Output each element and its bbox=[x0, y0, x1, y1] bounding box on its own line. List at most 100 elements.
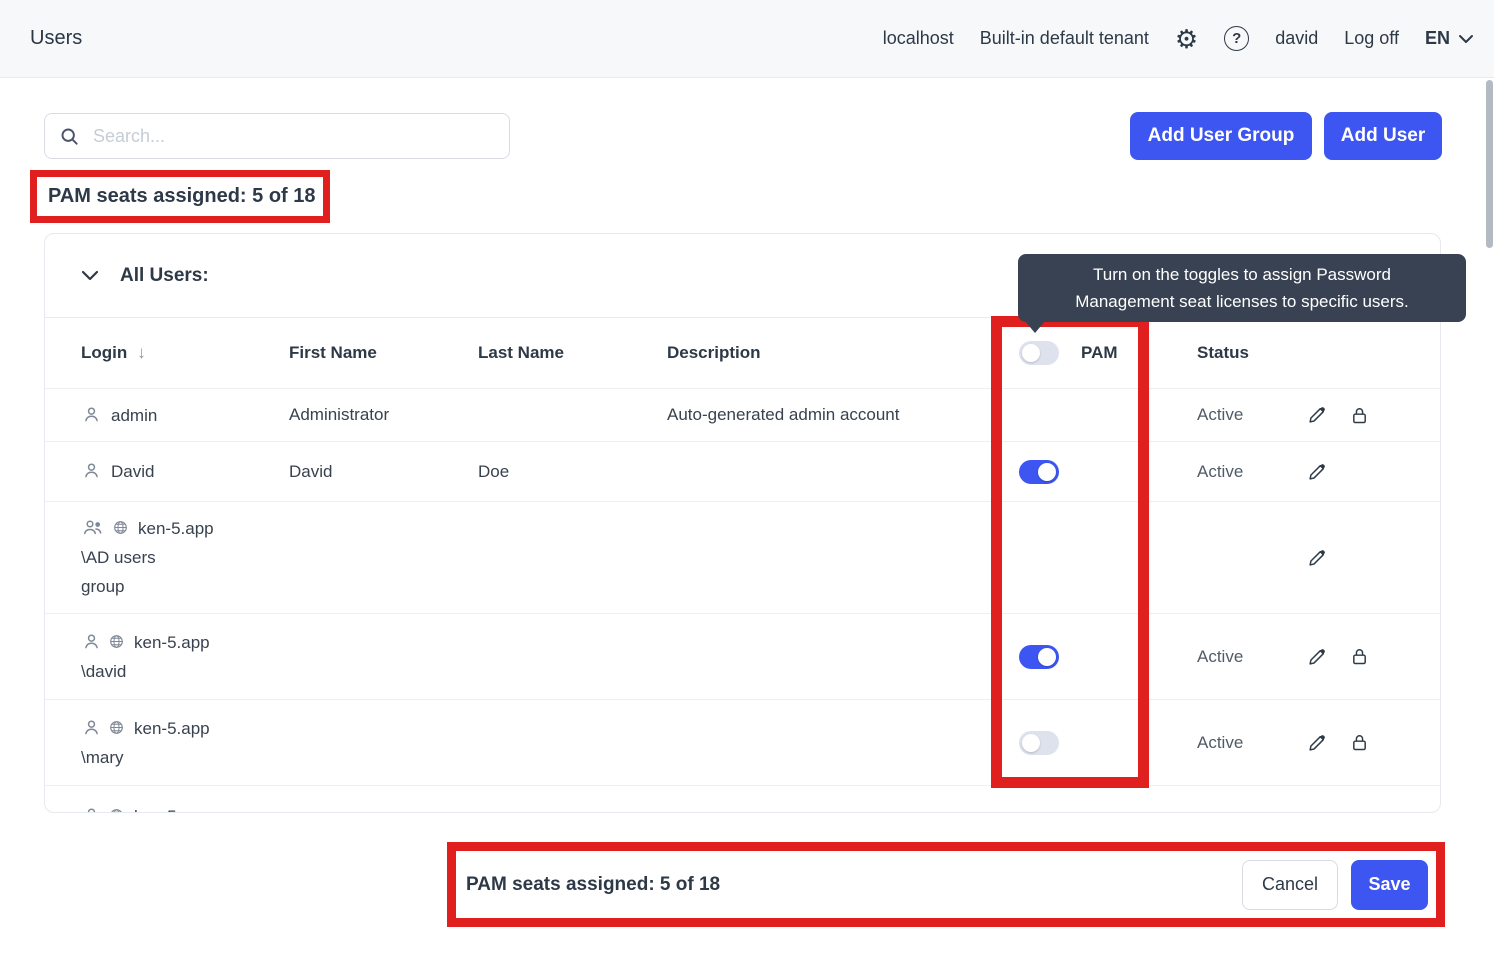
edit-icon[interactable] bbox=[1306, 404, 1328, 426]
lock-icon[interactable] bbox=[1349, 646, 1370, 667]
globe-icon bbox=[110, 720, 123, 734]
user-icon bbox=[85, 406, 98, 421]
edit-icon[interactable] bbox=[1306, 732, 1328, 754]
actions-cell bbox=[1306, 461, 1440, 483]
login-cell: ken-5.app \AD users group bbox=[81, 514, 289, 601]
column-header-last-name: Last Name bbox=[478, 343, 564, 362]
login-cell: admin bbox=[81, 401, 289, 430]
user-icon bbox=[85, 633, 98, 648]
login-icons bbox=[81, 805, 125, 812]
pam-toggle-cell bbox=[1019, 730, 1197, 755]
first-name-cell: Administrator bbox=[289, 405, 390, 424]
add-user-button[interactable]: Add User bbox=[1324, 112, 1442, 160]
help-icon[interactable]: ? bbox=[1224, 26, 1250, 51]
lock-icon bbox=[1353, 735, 1366, 751]
login-icons bbox=[81, 460, 102, 481]
actions-cell bbox=[1306, 547, 1440, 569]
pam-toggle[interactable] bbox=[1019, 644, 1059, 669]
save-button[interactable]: Save bbox=[1351, 859, 1428, 910]
login-label: ken-5.app \mary bbox=[81, 718, 210, 767]
edit-pencil-icon bbox=[1309, 734, 1325, 751]
sort-desc-icon[interactable]: ↓ bbox=[137, 343, 146, 362]
toggle-knob bbox=[1038, 647, 1056, 666]
logoff-link[interactable]: Log off bbox=[1344, 28, 1399, 48]
globe-icon bbox=[111, 809, 122, 812]
tooltip-caret bbox=[1024, 320, 1046, 333]
search-box bbox=[44, 113, 510, 159]
edit-pencil-icon bbox=[1309, 407, 1325, 423]
cancel-button[interactable]: Cancel bbox=[1242, 859, 1338, 910]
pam-toggle-cell bbox=[1019, 644, 1197, 669]
login-cell: ken-5.app \mary bbox=[81, 714, 289, 772]
login-header-label: Login bbox=[81, 343, 128, 362]
user-icon bbox=[85, 719, 98, 734]
pam-header-label: PAM bbox=[1081, 343, 1118, 362]
pam-tooltip: Turn on the toggles to assign Password M… bbox=[1018, 254, 1466, 322]
table-body: admin Administrator Auto-generated admin… bbox=[45, 388, 1440, 812]
pam-seats-banner-text: PAM seats assigned: 5 of 18 bbox=[48, 185, 316, 207]
column-header-first-name: First Name bbox=[289, 343, 377, 362]
tenant-label: Built-in default tenant bbox=[979, 28, 1149, 48]
login-label: ken-5.app bbox=[134, 807, 210, 812]
status-cell: Active bbox=[1197, 732, 1244, 752]
column-header-pam: PAM bbox=[1019, 341, 1197, 365]
current-user-label[interactable]: david bbox=[1275, 28, 1319, 48]
login-icons bbox=[81, 517, 129, 538]
actions-cell bbox=[1306, 646, 1440, 668]
user-icon bbox=[85, 463, 98, 478]
column-header-description: Description bbox=[667, 343, 761, 362]
login-cell: ken-5.app bbox=[81, 786, 289, 812]
login-cell: ken-5.app \david bbox=[81, 628, 289, 686]
lock-icon bbox=[1353, 649, 1366, 665]
footer-bar-annotation: PAM seats assigned: 5 of 18 Cancel Save bbox=[447, 842, 1445, 927]
all-users-section-header[interactable]: All Users: bbox=[45, 234, 1440, 318]
table-row: admin Administrator Auto-generated admin… bbox=[45, 388, 1440, 441]
actions-cell bbox=[1306, 732, 1440, 754]
table-row: ken-5.app bbox=[45, 785, 1440, 812]
add-user-group-button[interactable]: Add User Group bbox=[1130, 112, 1312, 160]
scrollbar-thumb[interactable] bbox=[1486, 80, 1493, 248]
lock-icon[interactable] bbox=[1349, 405, 1370, 426]
user-icon bbox=[87, 808, 96, 812]
users-card: All Users: Login ↓ First Name Last Name … bbox=[44, 233, 1441, 813]
language-label: EN bbox=[1424, 28, 1450, 48]
settings-gear-icon[interactable]: ⚙ bbox=[1174, 23, 1199, 54]
chevron-down-icon bbox=[1458, 34, 1474, 44]
table-row: David David Doe Active bbox=[45, 441, 1440, 501]
edit-pencil-icon bbox=[1309, 648, 1325, 665]
search-icon bbox=[59, 126, 80, 147]
table-header-row: Login ↓ First Name Last Name Description… bbox=[45, 318, 1440, 388]
edit-icon[interactable] bbox=[1306, 646, 1328, 668]
description-cell: Auto-generated admin account bbox=[667, 405, 900, 424]
status-cell: Active bbox=[1197, 646, 1244, 666]
collapse-chevron-icon[interactable] bbox=[81, 270, 99, 281]
lock-icon bbox=[1353, 407, 1366, 423]
login-label: David bbox=[111, 462, 155, 481]
table-row: ken-5.app \david Active bbox=[45, 613, 1440, 699]
status-cell: Active bbox=[1197, 461, 1244, 481]
login-icons bbox=[81, 631, 125, 652]
edit-pencil-icon bbox=[1309, 549, 1325, 566]
pam-master-toggle[interactable] bbox=[1019, 341, 1059, 365]
login-cell: David bbox=[81, 457, 289, 486]
language-selector[interactable]: EN bbox=[1425, 28, 1474, 49]
lock-icon[interactable] bbox=[1349, 732, 1370, 753]
footer-pam-seats-text: PAM seats assigned: 5 of 18 bbox=[466, 873, 721, 895]
search-input[interactable] bbox=[91, 124, 495, 148]
edit-icon[interactable] bbox=[1306, 461, 1328, 483]
status-cell: Active bbox=[1197, 405, 1244, 424]
login-label: admin bbox=[111, 405, 158, 425]
user-group-icon bbox=[84, 520, 102, 535]
column-header-login[interactable]: Login ↓ bbox=[81, 343, 289, 363]
pam-toggle[interactable] bbox=[1019, 459, 1059, 484]
toggle-knob bbox=[1022, 733, 1040, 752]
edit-icon[interactable] bbox=[1306, 547, 1328, 569]
actions-cell bbox=[1306, 404, 1440, 426]
column-header-status: Status bbox=[1197, 343, 1249, 362]
host-label: localhost bbox=[882, 28, 954, 48]
edit-pencil-icon bbox=[1309, 463, 1325, 480]
tooltip-line1: Turn on the toggles to assign Password bbox=[1093, 265, 1391, 284]
pam-toggle[interactable] bbox=[1019, 730, 1059, 755]
table-row: ken-5.app \AD users group bbox=[45, 501, 1440, 613]
